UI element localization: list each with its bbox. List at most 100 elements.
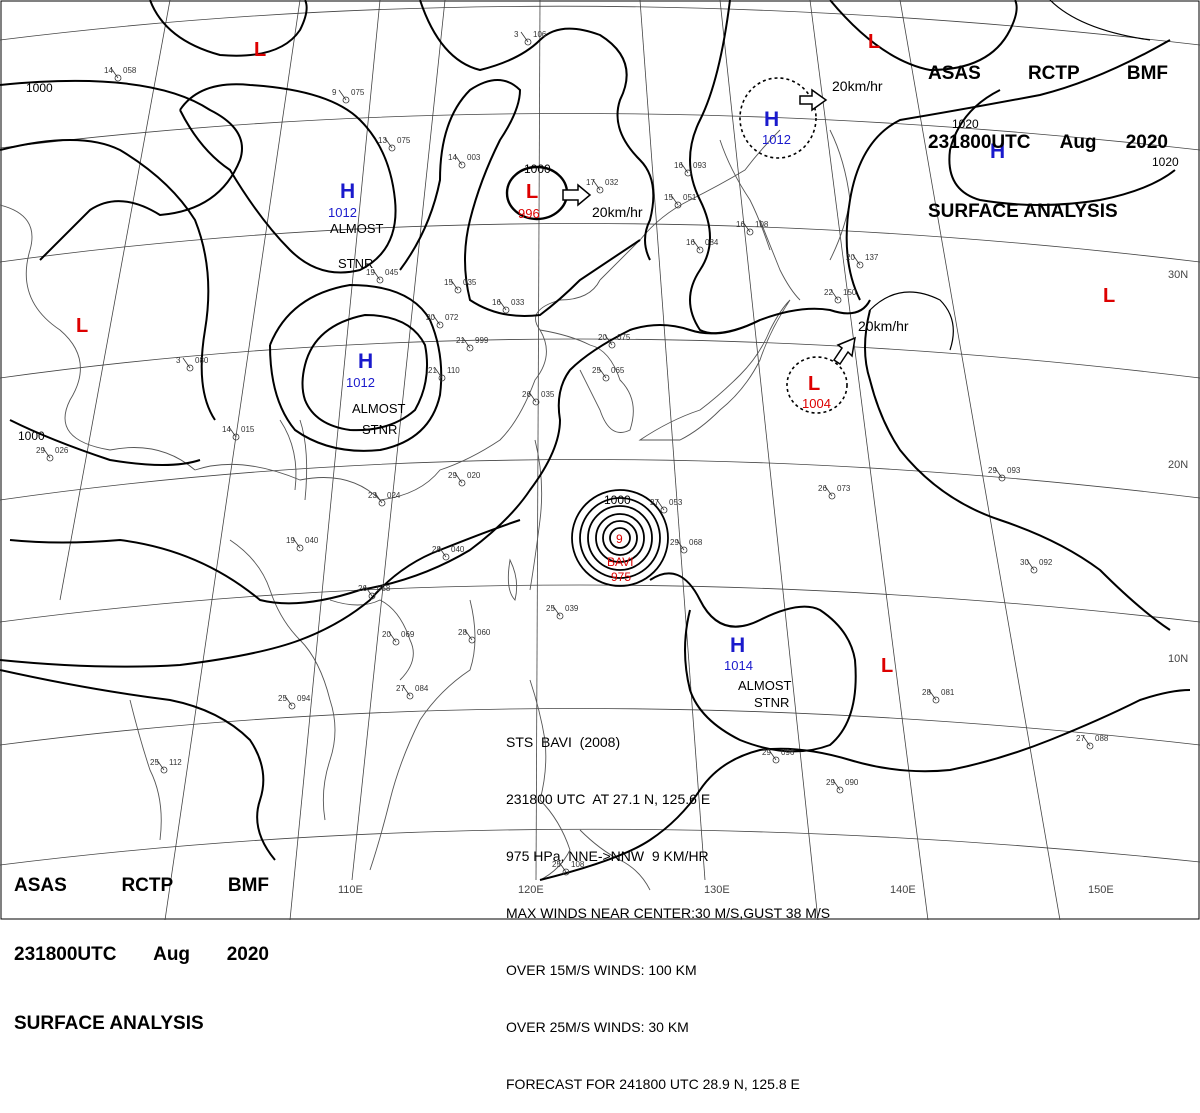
station-pressure: 058 (123, 66, 137, 75)
station-temp: 29 (988, 466, 997, 475)
station-plot: 25 112 (150, 758, 182, 774)
isobar-labels: 1000 1000 1000 1020 1020 1000 (18, 81, 1179, 507)
station-pressure: 093 (1007, 466, 1021, 475)
high-note-1014-1: ALMOST (738, 678, 792, 693)
station-temp: 25 (592, 366, 601, 375)
station-circle (674, 201, 682, 209)
header-code-bottom: BMF (227, 875, 269, 896)
station-pressure: 040 (451, 545, 465, 554)
station-pressure: 065 (611, 366, 625, 375)
wind-barb (824, 485, 833, 497)
wind-barb (434, 367, 443, 379)
station-plot: 3 106 (514, 30, 547, 46)
storm-info-line: FORECAST FOR 241800 UTC 28.9 N, 125.8 E (506, 1076, 800, 1092)
station-circle (438, 374, 446, 382)
move-label-low: 20km/hr (592, 204, 643, 220)
station-circle (608, 341, 616, 349)
low-systems: L 996 L 1004 L L L L L (76, 31, 1115, 677)
header-bottom-left: ASAS RCTP BMF 231800UTC Aug 2020 SURFACE… (14, 828, 269, 1058)
station-circle (392, 638, 400, 646)
wind-barb (42, 447, 51, 459)
header-month-bottom: Aug (153, 944, 191, 965)
wind-barb (670, 194, 679, 206)
station-circle (458, 479, 466, 487)
lon-label-110: 110E (338, 884, 363, 896)
typhoon-pressure: 975 (611, 570, 631, 584)
station-temp: 15 (664, 193, 673, 202)
wind-barb (742, 221, 751, 233)
station-temp: 19 (286, 536, 295, 545)
station-pressure: 073 (837, 484, 851, 493)
station-circle (388, 144, 396, 152)
movement-arrows (562, 88, 856, 366)
station-temp: 29 (670, 538, 679, 547)
station-circle (524, 38, 532, 46)
wind-barb (692, 239, 701, 251)
storm-info-line: OVER 15M/S WINDS: 100 KM (506, 962, 697, 978)
station-plot: 14 003 (448, 153, 481, 169)
wind-barb (338, 89, 347, 101)
station-plot: 21 999 (456, 336, 489, 352)
wind-barb (592, 179, 601, 191)
station-circle (562, 868, 570, 876)
station-temp: 29 (36, 446, 45, 455)
grid-labels: 110E 120E 130E 140E 150E 30N 20N 10N (338, 269, 1188, 896)
storm-info-line: OVER 25M/S WINDS: 30 KM (506, 1019, 689, 1035)
wind-barb (384, 137, 393, 149)
wind-barb (656, 499, 665, 511)
station-circle (466, 344, 474, 352)
station-plot: 22 150 (824, 288, 857, 304)
header-agency: ASAS (928, 63, 981, 84)
station-temp: 15 (444, 278, 453, 287)
station-pressure: 069 (401, 630, 415, 639)
station-plot: 19 040 (286, 536, 319, 552)
station-temp: 21 (428, 366, 437, 375)
station-plot: 16 084 (686, 238, 719, 254)
station-plot: 20 137 (846, 253, 879, 269)
wind-barb (462, 337, 471, 349)
station-temp: 14 (448, 153, 457, 162)
station-pressure: 075 (617, 333, 631, 342)
wind-barb (292, 537, 301, 549)
wind-barb (464, 629, 473, 641)
station-pressure: 075 (397, 136, 411, 145)
station-temp: 25 (546, 604, 555, 613)
low-symbol-ne: L (868, 31, 880, 53)
high-note-1014-2: STNR (754, 695, 789, 710)
station-circle (556, 612, 564, 620)
station-temp: 28 (922, 688, 931, 697)
high-value-1014: 1014 (724, 658, 753, 673)
wind-barb (520, 31, 529, 43)
station-plot: 27 088 (1076, 734, 1109, 750)
wind-barb (994, 467, 1003, 479)
header-time: 231800UTC (928, 132, 1031, 153)
header-title-bottom: SURFACE ANALYSIS (14, 1013, 204, 1034)
wind-barb (768, 749, 777, 761)
high-symbol-ne: H (764, 108, 779, 131)
station-circle (406, 692, 414, 700)
station-temp: 27 (1076, 734, 1085, 743)
station-circle (454, 286, 462, 294)
station-temp: 21 (456, 336, 465, 345)
wind-barb (1026, 559, 1035, 571)
wind-barb (604, 334, 613, 346)
station-temp: 28 (458, 628, 467, 637)
high-symbol-east: H (990, 140, 1005, 163)
station-circle (502, 306, 510, 314)
station-temp: 26 (358, 584, 367, 593)
isobar-label-1000-west-top: 1000 (26, 81, 53, 95)
station-pressure: 051 (683, 193, 697, 202)
station-temp: 27 (650, 498, 659, 507)
wind-barb (454, 154, 463, 166)
station-pressure: 075 (351, 88, 365, 97)
station-pressure: 106 (533, 30, 547, 39)
station-temp: 9 (332, 88, 337, 97)
low-value-1004: 1004 (802, 396, 831, 411)
wind-barb (374, 492, 383, 504)
station-temp: 19 (366, 268, 375, 277)
station-temp: 14 (104, 66, 113, 75)
station-pressure: 060 (477, 628, 491, 637)
station-plot: 3 080 (176, 356, 209, 372)
wind-barb (402, 685, 411, 697)
station-plot: 28 081 (922, 688, 955, 704)
